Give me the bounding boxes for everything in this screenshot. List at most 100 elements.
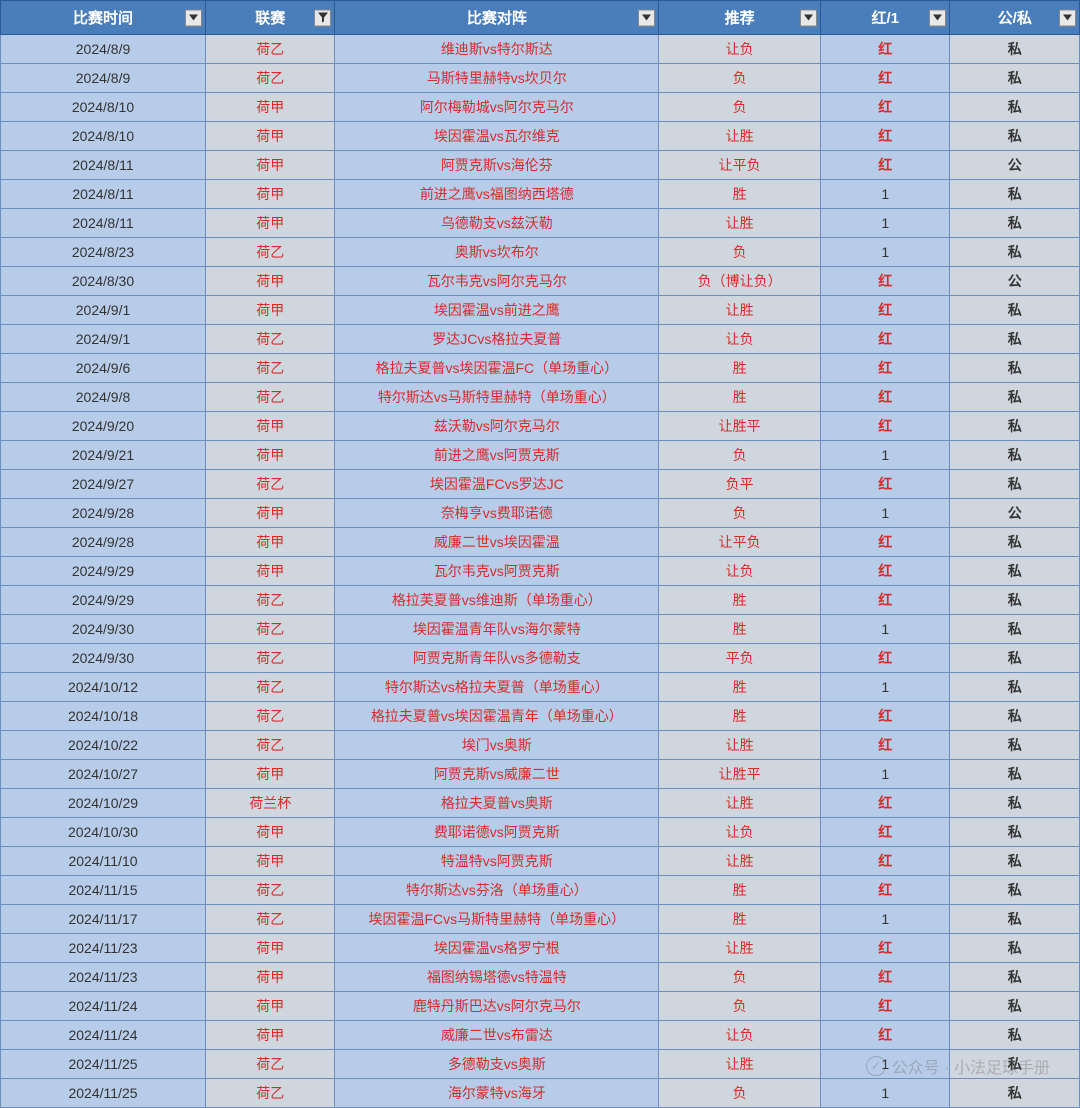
cell-pub: 私 <box>950 470 1080 499</box>
cell-league: 荷甲 <box>206 992 335 1021</box>
cell-pub: 公 <box>950 499 1080 528</box>
table-row: 2024/9/28荷甲威廉二世vs埃因霍温让平负红私 <box>1 528 1080 557</box>
cell-date: 2024/10/29 <box>1 789 206 818</box>
cell-result: 红 <box>821 151 950 180</box>
cell-league: 荷乙 <box>206 586 335 615</box>
cell-result: 红 <box>821 354 950 383</box>
cell-pub: 私 <box>950 64 1080 93</box>
filter-dropdown-icon[interactable] <box>185 9 202 26</box>
column-header: 比赛对阵 <box>335 1 659 35</box>
match-table: 比赛时间联赛比赛对阵推荐红/1公/私 2024/8/9荷乙维迪斯vs特尔斯达让负… <box>0 0 1080 1108</box>
table-row: 2024/11/24荷甲鹿特丹斯巴达vs阿尔克马尔负红私 <box>1 992 1080 1021</box>
cell-rec: 让胜 <box>659 934 821 963</box>
cell-league: 荷甲 <box>206 1021 335 1050</box>
cell-rec: 让平负 <box>659 528 821 557</box>
table-row: 2024/8/10荷甲埃因霍温vs瓦尔维克让胜红私 <box>1 122 1080 151</box>
cell-match: 埃因霍温FCvs马斯特里赫特（单场重心） <box>335 905 659 934</box>
cell-rec: 让胜 <box>659 847 821 876</box>
cell-pub: 私 <box>950 876 1080 905</box>
table-row: 2024/10/18荷乙格拉夫夏普vs埃因霍温青年（单场重心）胜红私 <box>1 702 1080 731</box>
cell-league: 荷甲 <box>206 296 335 325</box>
cell-pub: 私 <box>950 934 1080 963</box>
filter-dropdown-icon[interactable] <box>638 9 655 26</box>
filter-dropdown-icon[interactable] <box>800 9 817 26</box>
cell-date: 2024/8/11 <box>1 180 206 209</box>
cell-rec: 让负 <box>659 1021 821 1050</box>
cell-pub: 私 <box>950 528 1080 557</box>
cell-result: 红 <box>821 992 950 1021</box>
cell-rec: 负 <box>659 1079 821 1108</box>
cell-rec: 平负 <box>659 644 821 673</box>
cell-league: 荷甲 <box>206 528 335 557</box>
cell-result: 红 <box>821 412 950 441</box>
column-header: 红/1 <box>821 1 950 35</box>
table-row: 2024/11/10荷甲特温特vs阿贾克斯让胜红私 <box>1 847 1080 876</box>
cell-date: 2024/9/1 <box>1 296 206 325</box>
cell-match: 阿贾克斯vs海伦芬 <box>335 151 659 180</box>
cell-match: 前进之鹰vs福图纳西塔德 <box>335 180 659 209</box>
table-row: 2024/9/8荷乙特尔斯达vs马斯特里赫特（单场重心）胜红私 <box>1 383 1080 412</box>
cell-league: 荷乙 <box>206 702 335 731</box>
cell-date: 2024/9/8 <box>1 383 206 412</box>
cell-match: 威廉二世vs埃因霍温 <box>335 528 659 557</box>
cell-pub: 私 <box>950 789 1080 818</box>
table-row: 2024/9/21荷甲前进之鹰vs阿贾克斯负1私 <box>1 441 1080 470</box>
cell-league: 荷乙 <box>206 383 335 412</box>
cell-rec: 让胜 <box>659 731 821 760</box>
cell-date: 2024/9/29 <box>1 586 206 615</box>
cell-rec: 让负 <box>659 557 821 586</box>
cell-date: 2024/11/24 <box>1 1021 206 1050</box>
cell-pub: 私 <box>950 209 1080 238</box>
cell-match: 马斯特里赫特vs坎贝尔 <box>335 64 659 93</box>
table-row: 2024/11/23荷甲埃因霍温vs格罗宁根让胜红私 <box>1 934 1080 963</box>
cell-result: 红 <box>821 93 950 122</box>
filter-dropdown-icon[interactable] <box>1059 9 1076 26</box>
cell-league: 荷甲 <box>206 847 335 876</box>
cell-pub: 私 <box>950 731 1080 760</box>
cell-match: 费耶诺德vs阿贾克斯 <box>335 818 659 847</box>
cell-result: 红 <box>821 847 950 876</box>
cell-pub: 私 <box>950 992 1080 1021</box>
cell-rec: 负 <box>659 64 821 93</box>
cell-rec: 让胜 <box>659 122 821 151</box>
filter-dropdown-icon[interactable] <box>929 9 946 26</box>
cell-date: 2024/11/25 <box>1 1050 206 1079</box>
cell-pub: 私 <box>950 586 1080 615</box>
cell-match: 埃因霍温青年队vs海尔蒙特 <box>335 615 659 644</box>
cell-date: 2024/11/10 <box>1 847 206 876</box>
table-row: 2024/9/1荷乙罗达JCvs格拉夫夏普让负红私 <box>1 325 1080 354</box>
cell-match: 特温特vs阿贾克斯 <box>335 847 659 876</box>
cell-date: 2024/9/6 <box>1 354 206 383</box>
cell-match: 埃门vs奥斯 <box>335 731 659 760</box>
cell-result: 红 <box>821 963 950 992</box>
cell-date: 2024/8/9 <box>1 64 206 93</box>
table-row: 2024/8/9荷乙马斯特里赫特vs坎贝尔负红私 <box>1 64 1080 93</box>
cell-result: 红 <box>821 325 950 354</box>
cell-league: 荷甲 <box>206 122 335 151</box>
cell-rec: 胜 <box>659 354 821 383</box>
cell-league: 荷乙 <box>206 731 335 760</box>
cell-result: 1 <box>821 1050 950 1079</box>
filter-funnel-icon[interactable] <box>314 9 331 26</box>
cell-rec: 负平 <box>659 470 821 499</box>
cell-match: 埃因霍温vs格罗宁根 <box>335 934 659 963</box>
cell-pub: 私 <box>950 35 1080 64</box>
cell-result: 1 <box>821 209 950 238</box>
cell-date: 2024/10/18 <box>1 702 206 731</box>
table-row: 2024/10/22荷乙埃门vs奥斯让胜红私 <box>1 731 1080 760</box>
table-row: 2024/9/1荷甲埃因霍温vs前进之鹰让胜红私 <box>1 296 1080 325</box>
cell-rec: 胜 <box>659 673 821 702</box>
cell-pub: 私 <box>950 905 1080 934</box>
cell-rec: 让胜平 <box>659 412 821 441</box>
column-label: 联赛 <box>255 10 285 27</box>
table-row: 2024/8/9荷乙维迪斯vs特尔斯达让负红私 <box>1 35 1080 64</box>
cell-date: 2024/8/30 <box>1 267 206 296</box>
cell-pub: 私 <box>950 557 1080 586</box>
table-row: 2024/9/6荷乙格拉夫夏普vs埃因霍温FC（单场重心）胜红私 <box>1 354 1080 383</box>
table-row: 2024/9/30荷乙阿贾克斯青年队vs多德勒支平负红私 <box>1 644 1080 673</box>
cell-date: 2024/8/10 <box>1 122 206 151</box>
table-row: 2024/8/11荷甲阿贾克斯vs海伦芬让平负红公 <box>1 151 1080 180</box>
cell-pub: 私 <box>950 673 1080 702</box>
cell-result: 1 <box>821 905 950 934</box>
cell-date: 2024/10/27 <box>1 760 206 789</box>
